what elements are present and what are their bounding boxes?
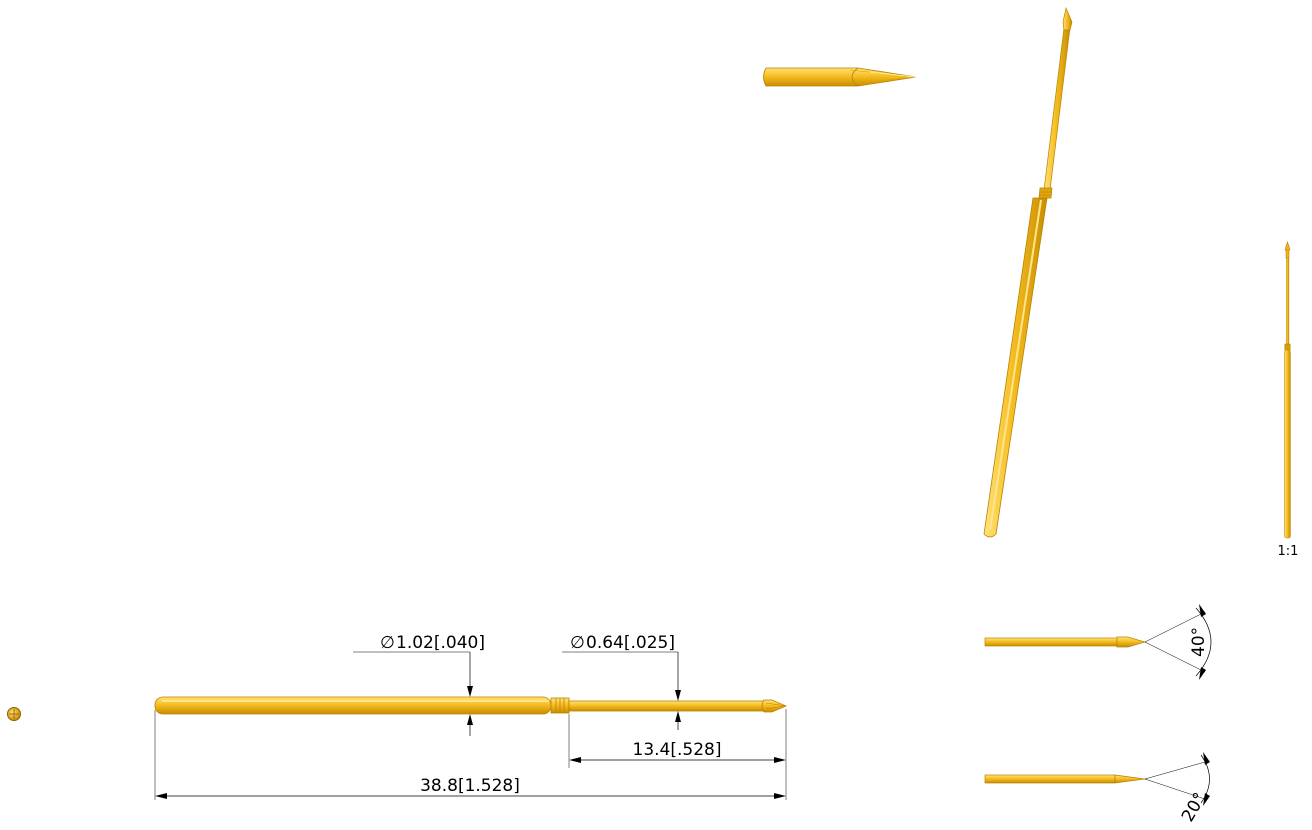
scale-view: 1:1 [1278, 240, 1299, 559]
barrel-diameter-label: 1.02[.040] [396, 633, 485, 653]
overall-length-dimension: 38.8[1.528] [154, 710, 787, 800]
plunger-diameter-label: 0.64[.025] [586, 633, 675, 653]
plunger-length-label: 13.4[.528] [633, 740, 722, 760]
barrel-diameter-symbol: ∅ [380, 633, 395, 653]
plunger-diameter-symbol: ∅ [570, 633, 585, 653]
main-side-view [154, 696, 788, 715]
overall-length-label: 38.8[1.528] [420, 776, 520, 796]
plunger-length-dimension: 13.4[.528] [568, 709, 787, 768]
isometric-view [983, 6, 1073, 538]
tip-angle-40-label: 40° [1189, 627, 1209, 657]
barrel-diameter-dimension: ∅ 1.02[.040] [353, 633, 485, 736]
plunger-diameter-dimension: ∅ 0.64[.025] [562, 633, 681, 730]
tip-detail-view [763, 67, 917, 87]
tip-angle-40-view: 40° [984, 604, 1212, 680]
scale-label: 1:1 [1278, 544, 1299, 559]
probe-end-view-icon [7, 707, 21, 721]
tip-angle-20-view: 20° [984, 752, 1210, 826]
